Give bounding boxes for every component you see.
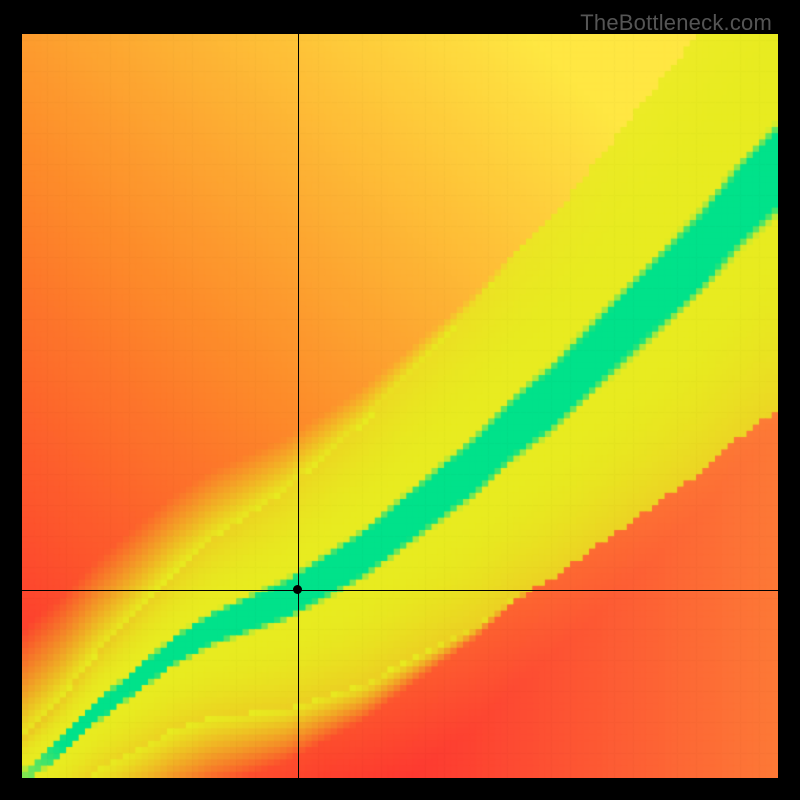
- crosshair-horizontal: [22, 590, 778, 591]
- bottleneck-heatmap: [22, 34, 778, 778]
- watermark-text: TheBottleneck.com: [580, 10, 772, 36]
- crosshair-vertical: [298, 34, 299, 778]
- chart-container: TheBottleneck.com: [0, 0, 800, 800]
